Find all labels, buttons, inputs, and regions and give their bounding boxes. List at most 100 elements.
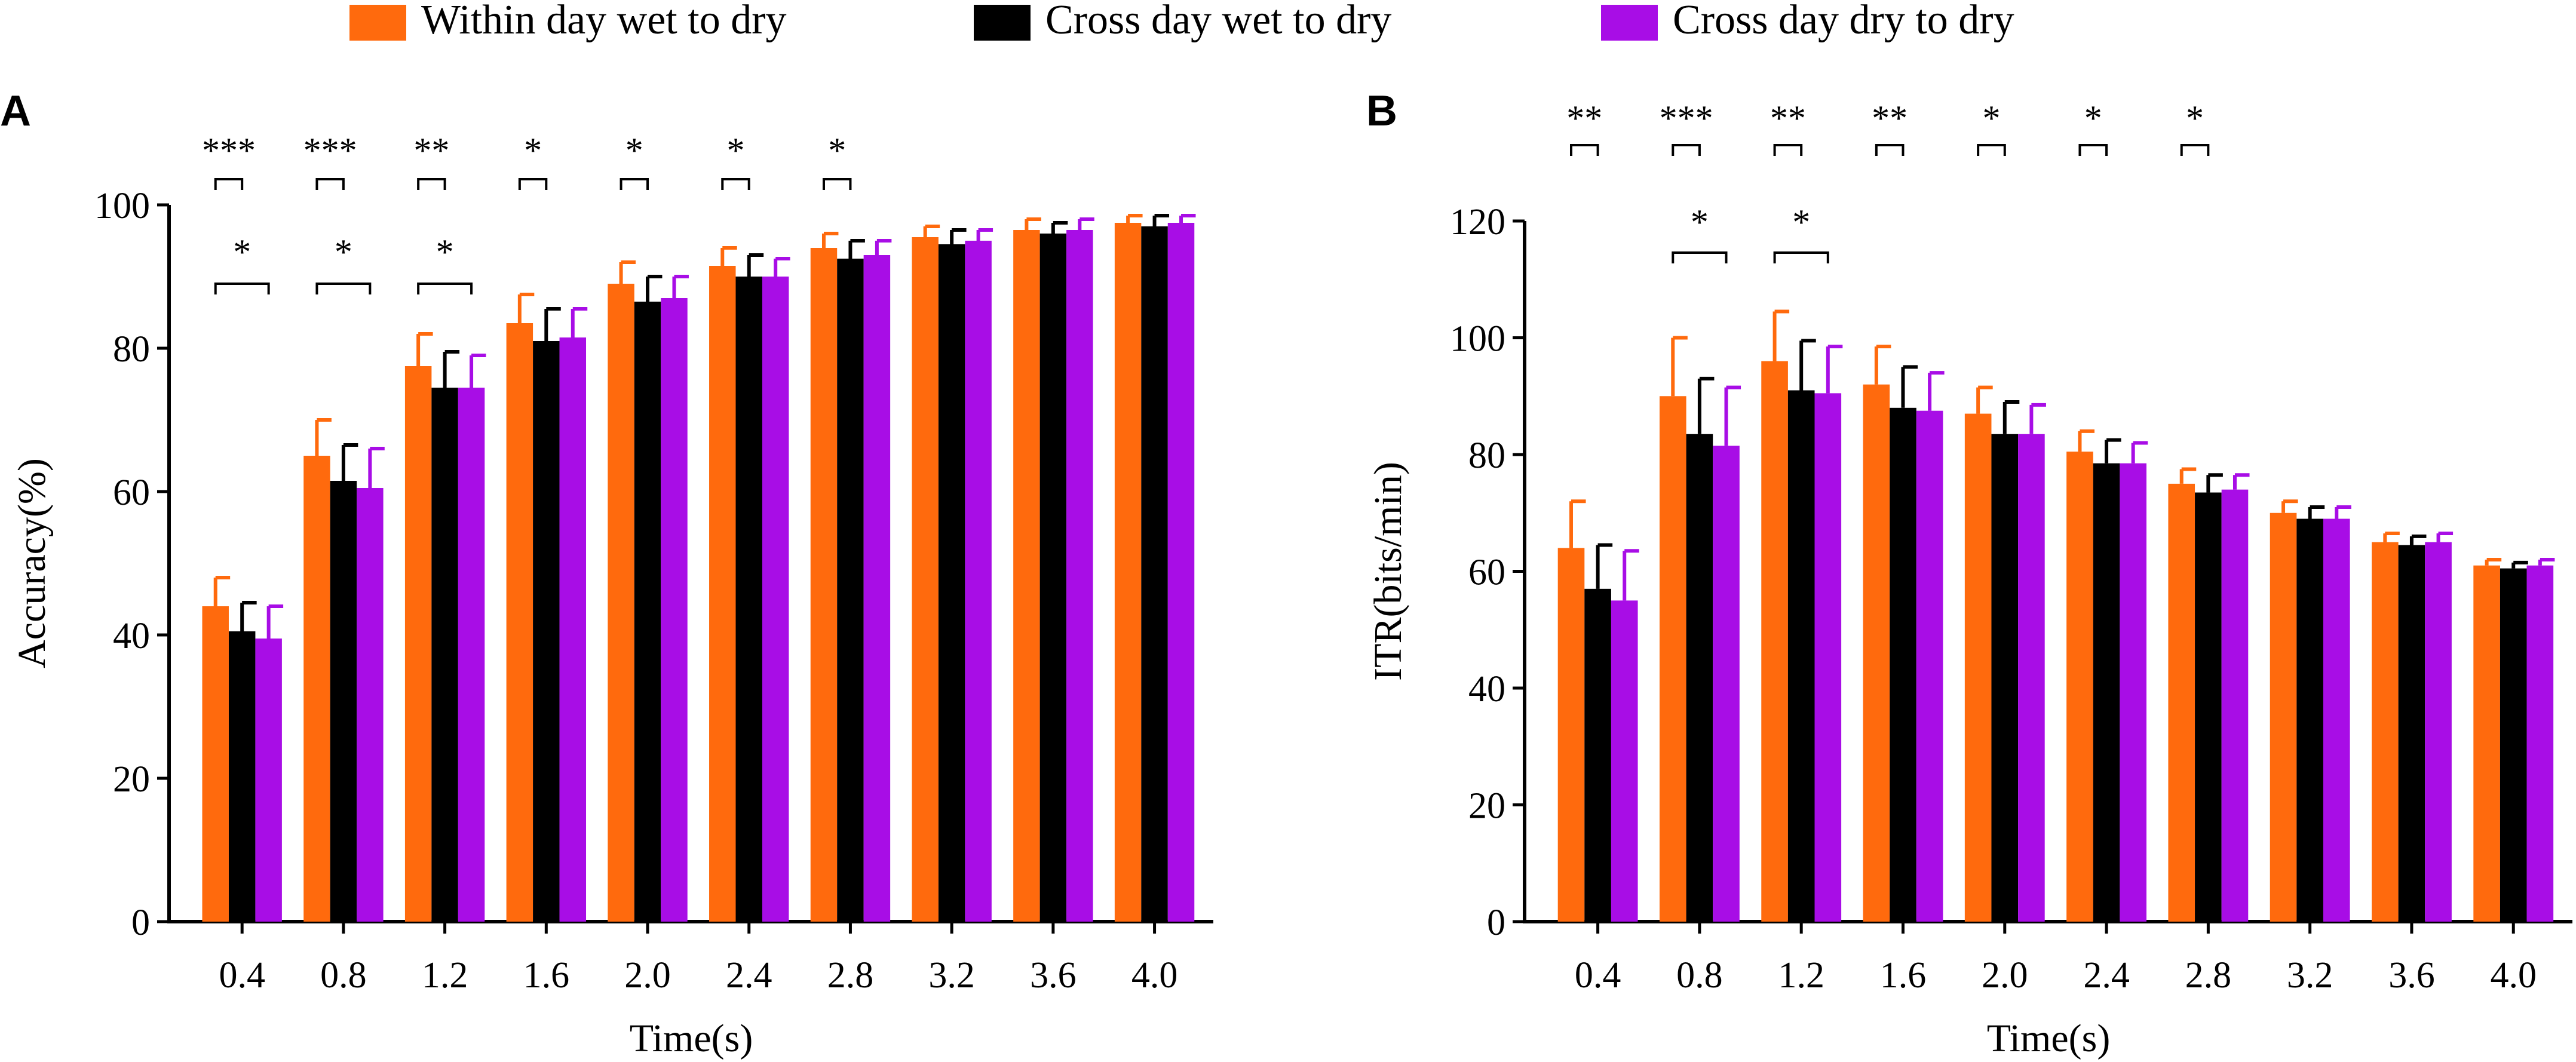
- significance-label: **: [1566, 99, 1602, 138]
- x-tick-label: 3.6: [1030, 955, 1077, 996]
- bar: [608, 284, 634, 922]
- significance-label: ***: [303, 131, 357, 170]
- significance-label: *: [828, 131, 846, 170]
- bar: [2296, 518, 2323, 922]
- significance-bracket: [822, 178, 852, 190]
- x-tick-label: 3.2: [928, 955, 975, 996]
- legend-swatch: [1601, 5, 1658, 41]
- significance-label: *: [727, 131, 745, 170]
- bar: [458, 388, 485, 922]
- significance-label: **: [413, 131, 449, 170]
- x-tick-label: 1.6: [523, 955, 570, 996]
- y-axis-label: Accuracy(%): [10, 458, 54, 668]
- y-tick-label: 20: [113, 759, 150, 800]
- bar: [1713, 446, 1740, 922]
- bar: [2120, 463, 2146, 922]
- y-tick-label: 120: [1450, 202, 1505, 243]
- significance-bracket: [417, 178, 446, 190]
- bar: [2221, 489, 2249, 922]
- bar: [1141, 226, 1168, 922]
- x-tick-label: 2.4: [726, 955, 772, 996]
- bar: [1167, 223, 1195, 922]
- x-tick-label: 4.0: [2490, 955, 2537, 996]
- y-tick-label: 40: [113, 616, 150, 656]
- bar: [255, 639, 282, 922]
- x-tick-label: 4.0: [1131, 955, 1178, 996]
- bar: [2018, 434, 2045, 922]
- significance-bracket: [315, 178, 345, 190]
- panel-letter: B: [1366, 87, 1397, 135]
- significance-bracket: [1569, 144, 1599, 156]
- bar: [404, 366, 432, 922]
- bar: [1114, 223, 1142, 922]
- bar: [1761, 361, 1788, 922]
- legend-label: Cross day dry to dry: [1673, 0, 2014, 43]
- significance-bracket: [1672, 251, 1728, 263]
- significance-bracket: [1773, 251, 1829, 263]
- bar: [330, 481, 357, 922]
- bar: [357, 488, 384, 922]
- significance-bracket: [1672, 144, 1701, 156]
- legend-swatch: [349, 5, 406, 41]
- y-tick-label: 60: [113, 472, 150, 513]
- bar: [1611, 600, 1638, 922]
- legend-label: Within day wet to dry: [421, 0, 787, 43]
- significance-label: *: [625, 131, 643, 170]
- significance-label: *: [1982, 99, 2000, 138]
- x-tick-label: 1.2: [1778, 955, 1824, 996]
- significance-label: *: [436, 232, 454, 272]
- significance-label: ***: [202, 131, 256, 170]
- bar: [965, 241, 992, 922]
- significance-bracket: [417, 283, 473, 294]
- x-axis-label: Time(s): [1987, 1017, 2111, 1060]
- significance-label: *: [335, 232, 352, 272]
- significance-label: *: [2084, 99, 2102, 138]
- significance-bracket: [2180, 144, 2210, 156]
- y-tick-label: 20: [1468, 786, 1505, 827]
- y-tick-label: 0: [1487, 903, 1505, 943]
- y-axis-label: ITR(bits/min): [1366, 462, 1410, 681]
- bar: [1013, 230, 1040, 922]
- bar: [634, 302, 661, 922]
- x-tick-label: 2.8: [827, 955, 874, 996]
- significance-label: *: [524, 131, 542, 170]
- bar: [912, 237, 939, 922]
- bar: [735, 277, 762, 922]
- bar: [2168, 483, 2195, 922]
- bar: [1659, 396, 1686, 922]
- bar: [2093, 463, 2120, 922]
- x-tick-label: 1.6: [1880, 955, 1927, 996]
- bar: [1584, 588, 1611, 922]
- x-tick-label: 0.8: [320, 955, 367, 996]
- panel-b: B 0 20 40 60 80 100 120 ITR(bits/min) 0.4 0.8 1.2 1.…: [1366, 87, 2572, 1060]
- bar: [938, 244, 965, 922]
- bar: [1863, 384, 1890, 922]
- bar: [2425, 542, 2452, 922]
- legend: Within day wet to dry Cross day wet to dr…: [349, 0, 2014, 43]
- bar: [533, 341, 560, 922]
- bar: [431, 388, 458, 922]
- y-tick-label: 0: [131, 903, 150, 943]
- significance-bracket: [1977, 144, 2006, 156]
- y-tick-label: 80: [113, 329, 150, 370]
- x-tick-label: 3.2: [2287, 955, 2333, 996]
- bar: [1066, 230, 1093, 922]
- panel-a: A 0 20 40 60 80 100 Accuracy(%) 0.4 0.8 1.2 1.6 2.0 2…: [0, 87, 1213, 1060]
- bar: [228, 631, 256, 922]
- x-axis-label: Time(s): [630, 1017, 753, 1060]
- x-tick-label: 0.8: [1676, 955, 1723, 996]
- bar: [2473, 565, 2500, 922]
- bar: [1991, 434, 2019, 922]
- bar: [709, 266, 736, 922]
- x-tick-label: 2.0: [1982, 955, 2028, 996]
- bar: [1686, 434, 1713, 922]
- x-tick-label: 2.8: [2185, 955, 2232, 996]
- bar: [1890, 407, 1916, 922]
- significance-label: **: [1872, 99, 1908, 138]
- x-tick-label: 0.4: [219, 955, 265, 996]
- bar: [762, 277, 789, 922]
- panel-letter: A: [0, 87, 31, 135]
- significance-label: **: [1770, 99, 1806, 138]
- bar: [2500, 568, 2527, 922]
